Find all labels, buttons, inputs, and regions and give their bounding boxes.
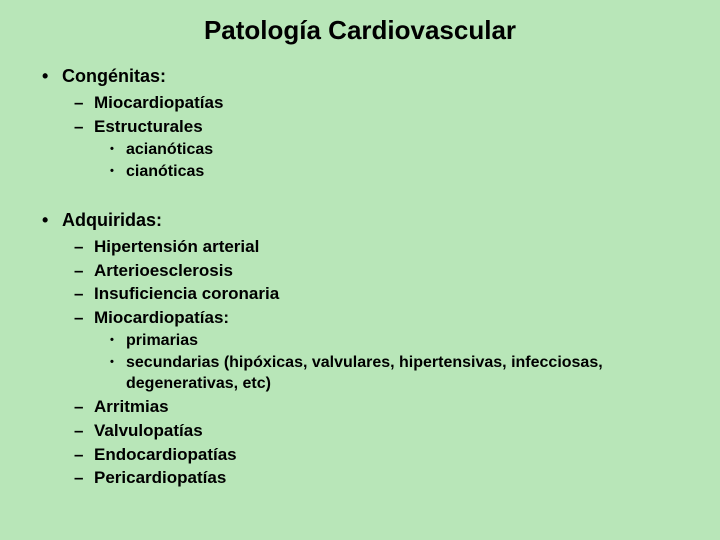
list-item: acianóticas (94, 140, 680, 160)
list-item: Endocardiopatías (62, 444, 680, 466)
list-item: Insuficiencia coronaria (62, 283, 680, 305)
list-item: Estructurales acianóticas cianóticas (62, 116, 680, 183)
slide: Patología Cardiovascular Congénitas: Mio… (0, 0, 720, 540)
section-congenitas: Congénitas: Miocardiopatías Estructurale… (40, 65, 680, 182)
section-adquiridas: Adquiridas: Hipertensión arterial Arteri… (40, 209, 680, 489)
list-item: Arritmias (62, 396, 680, 418)
list-item: primarias (94, 331, 680, 351)
list-item: Miocardiopatías (62, 92, 680, 114)
list-item: secundarias (hipóxicas, valvulares, hipe… (94, 353, 680, 394)
list-item: Hipertensión arterial (62, 236, 680, 258)
estructurales-sublist: acianóticas cianóticas (94, 140, 680, 183)
list-item: Arterioesclerosis (62, 260, 680, 282)
section-heading: Congénitas: (62, 66, 166, 86)
list-item: Pericardiopatías (62, 467, 680, 489)
spacer (40, 187, 680, 205)
adquiridas-list: Hipertensión arterial Arterioesclerosis … (62, 236, 680, 489)
list-item: Valvulopatías (62, 420, 680, 442)
list-item-label: Estructurales (94, 117, 203, 136)
outline-root: Congénitas: Miocardiopatías Estructurale… (40, 65, 680, 489)
miocardiopatias-sublist: primarias secundarias (hipóxicas, valvul… (94, 331, 680, 394)
congenitas-list: Miocardiopatías Estructurales acianótica… (62, 92, 680, 182)
list-item-label: Miocardiopatías: (94, 308, 229, 327)
list-item: Miocardiopatías: primarias secundarias (… (62, 307, 680, 394)
slide-title: Patología Cardiovascular (40, 14, 680, 47)
list-item: cianóticas (94, 162, 680, 182)
section-heading: Adquiridas: (62, 210, 162, 230)
